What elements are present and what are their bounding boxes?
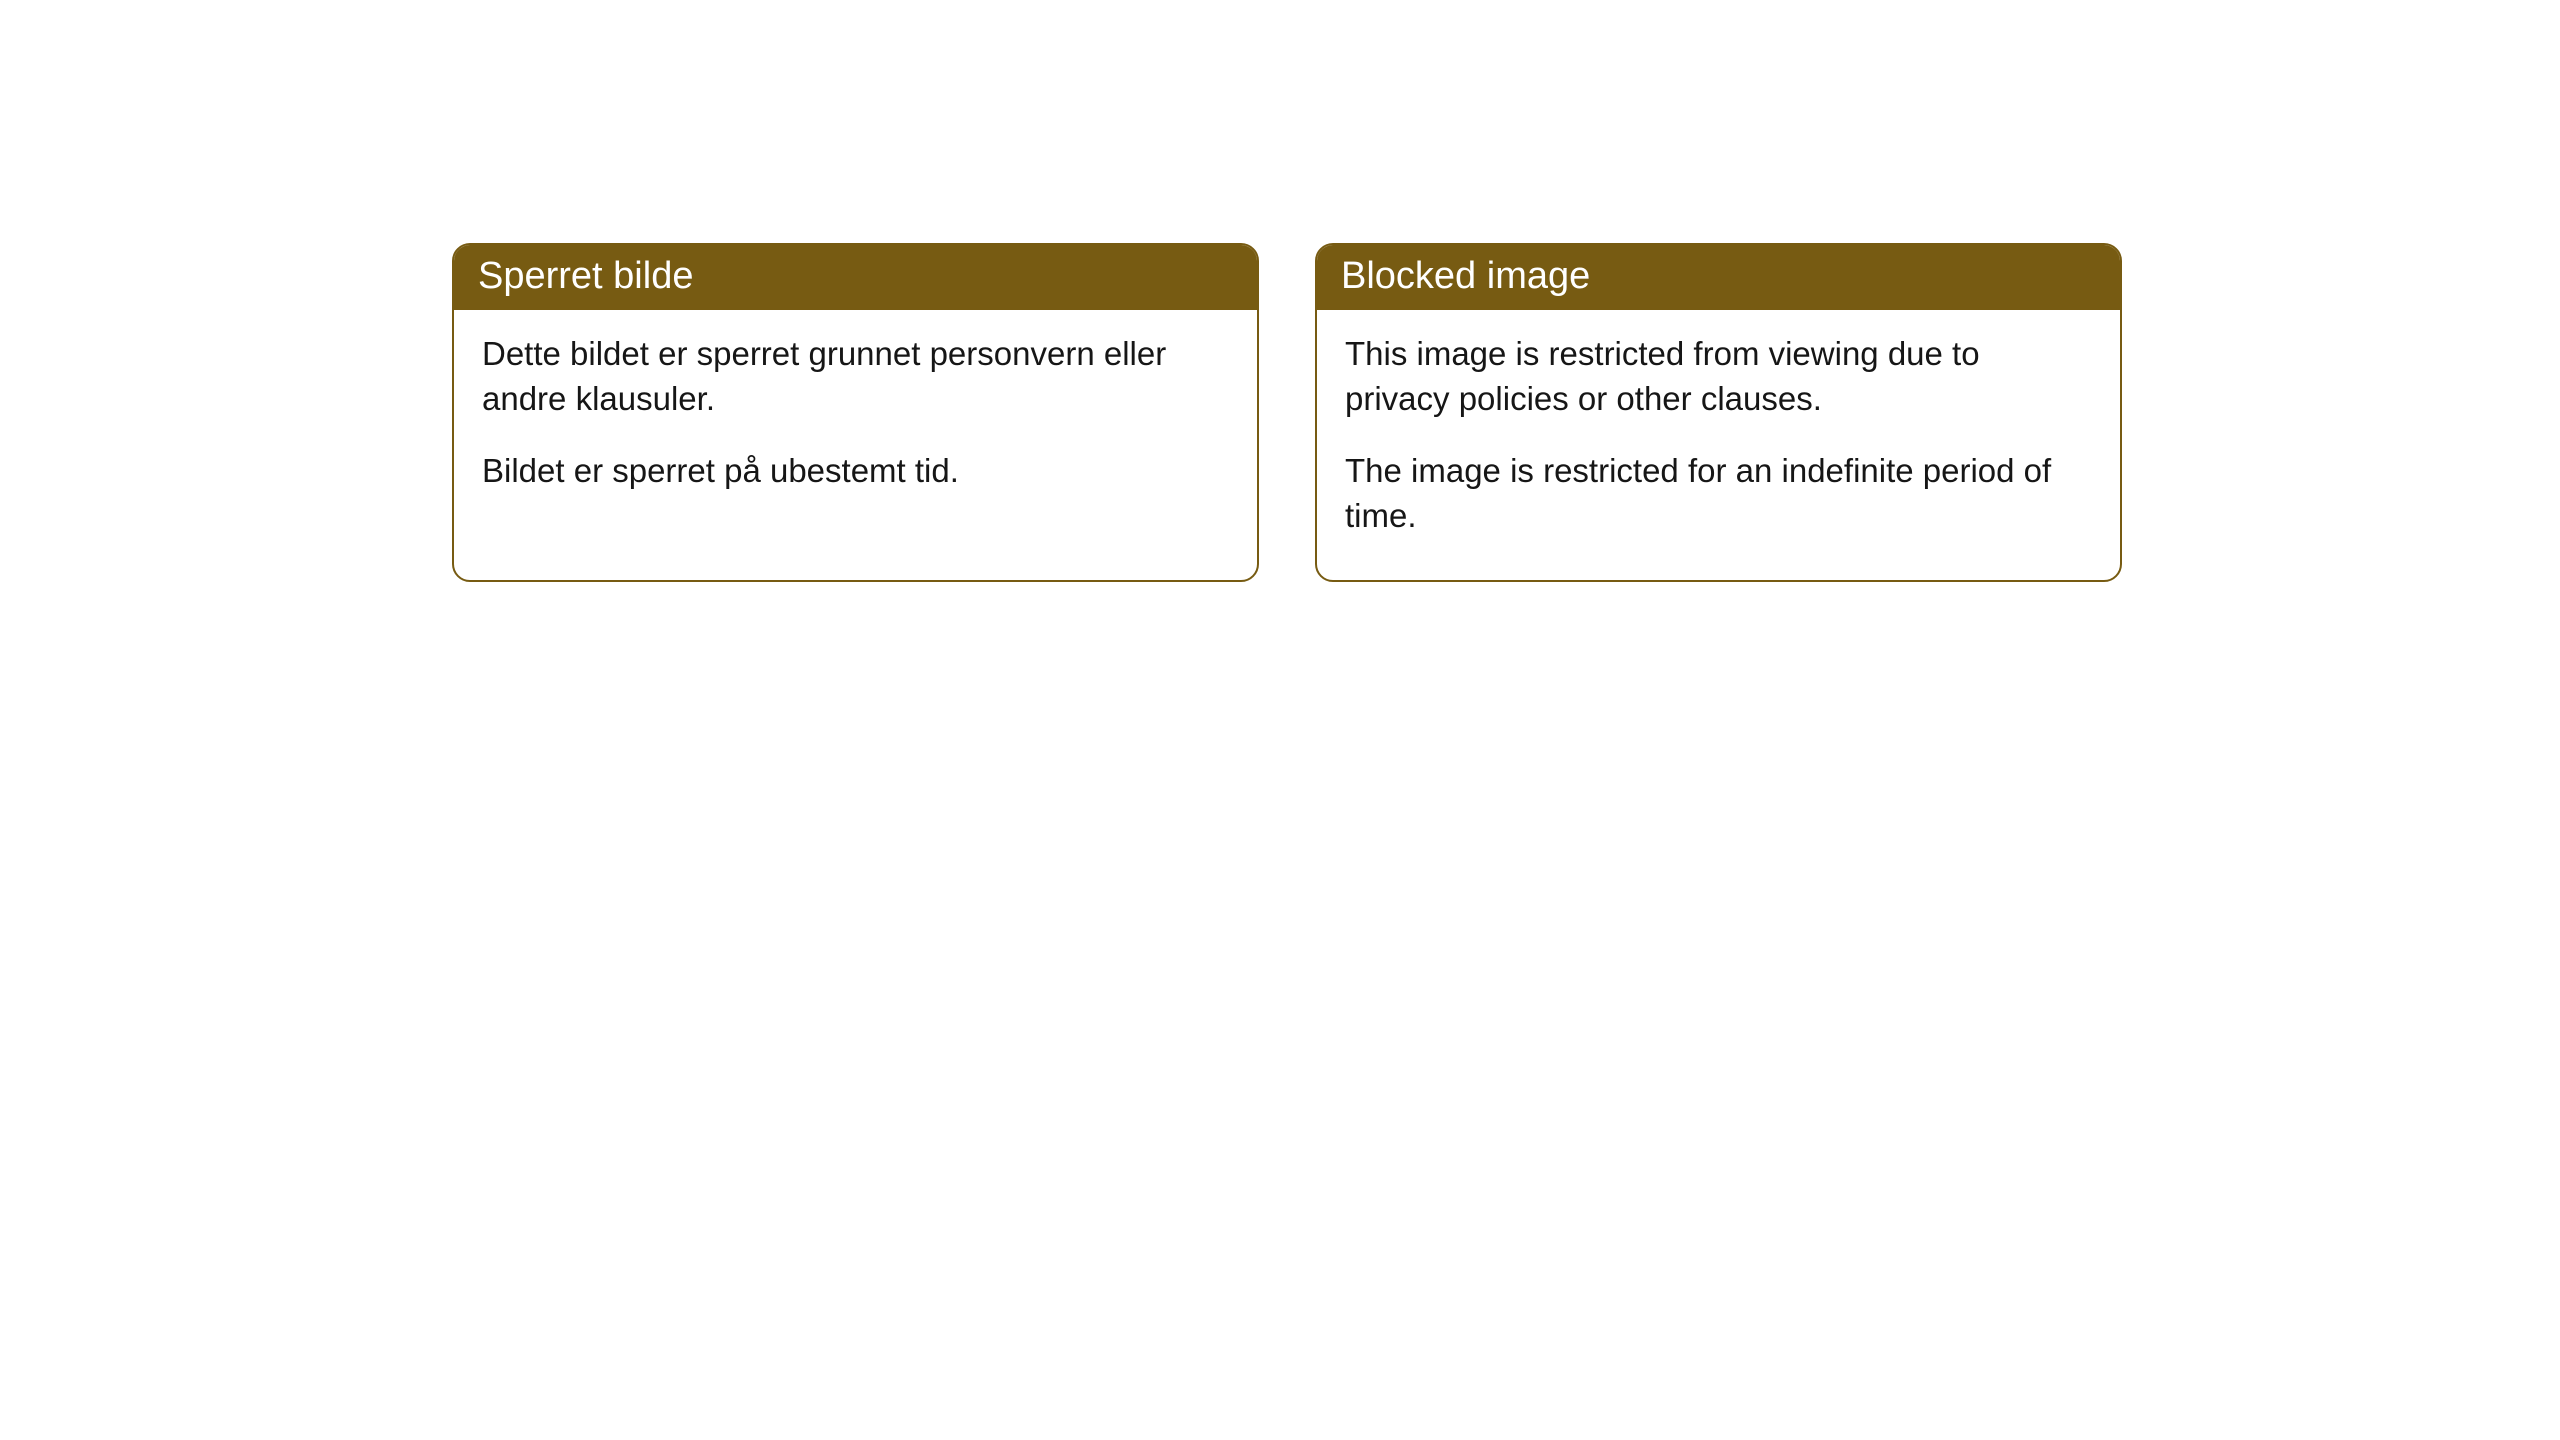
notice-text-no-1: Dette bildet er sperret grunnet personve… <box>482 332 1229 421</box>
card-body-en: This image is restricted from viewing du… <box>1317 310 2120 580</box>
card-body-no: Dette bildet er sperret grunnet personve… <box>454 310 1257 536</box>
blocked-image-card-no: Sperret bilde Dette bildet er sperret gr… <box>452 243 1259 582</box>
card-header-no: Sperret bilde <box>454 245 1257 310</box>
notice-cards-container: Sperret bilde Dette bildet er sperret gr… <box>452 243 2122 582</box>
notice-text-no-2: Bildet er sperret på ubestemt tid. <box>482 449 1229 494</box>
card-header-en: Blocked image <box>1317 245 2120 310</box>
notice-text-en-2: The image is restricted for an indefinit… <box>1345 449 2092 538</box>
notice-text-en-1: This image is restricted from viewing du… <box>1345 332 2092 421</box>
blocked-image-card-en: Blocked image This image is restricted f… <box>1315 243 2122 582</box>
